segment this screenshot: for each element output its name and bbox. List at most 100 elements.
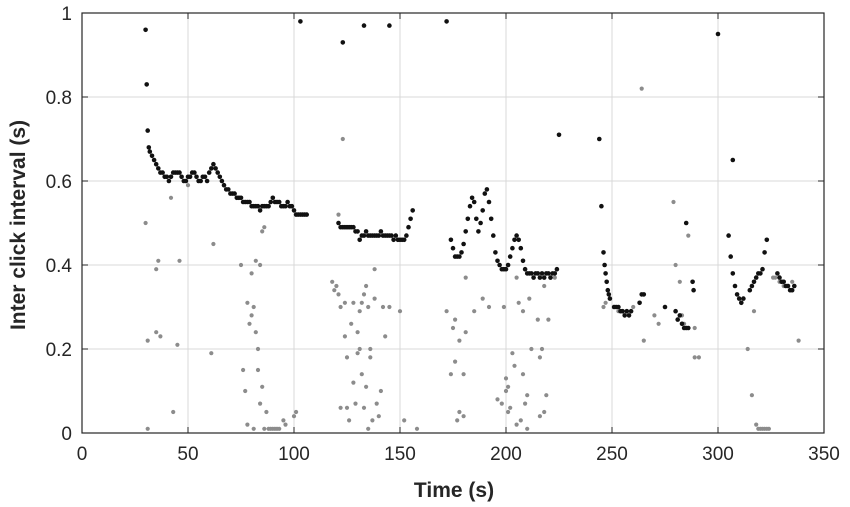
data-point (546, 271, 551, 276)
data-point (291, 208, 297, 213)
data-point (773, 275, 778, 280)
plot-frame (81, 12, 825, 434)
data-point (249, 271, 254, 276)
data-point (463, 229, 469, 234)
data-point (537, 414, 543, 419)
data-point (262, 426, 267, 431)
data-point (376, 233, 382, 238)
data-point (552, 271, 558, 276)
data-point (728, 254, 733, 259)
data-point (474, 216, 479, 222)
data-point (414, 426, 420, 431)
data-point (355, 351, 360, 356)
y-tick-label: 0 (61, 424, 72, 445)
data-points (143, 19, 801, 431)
data-point (147, 149, 153, 154)
data-point (402, 418, 407, 423)
data-point (342, 334, 347, 339)
data-point (387, 23, 392, 28)
data-point (355, 330, 360, 335)
data-point (677, 279, 682, 284)
data-point (444, 309, 449, 314)
data-point (508, 405, 513, 410)
data-point (529, 271, 534, 276)
data-point (171, 409, 176, 415)
data-point (217, 174, 223, 180)
data-point (243, 388, 248, 394)
data-point (211, 161, 216, 167)
data-point (389, 233, 394, 238)
data-point (146, 145, 152, 150)
data-point (283, 422, 288, 427)
data-point (366, 304, 371, 310)
data-point (255, 203, 261, 209)
data-point (544, 393, 549, 398)
data-point (512, 363, 517, 368)
data-point (294, 409, 299, 415)
data-point (209, 166, 214, 171)
data-point (408, 216, 413, 222)
data-point (204, 178, 210, 184)
data-point (344, 355, 350, 360)
data-point (245, 300, 250, 305)
data-point (690, 279, 695, 285)
data-point (675, 317, 680, 322)
data-point (620, 308, 625, 314)
data-point (604, 279, 609, 285)
data-point (516, 300, 521, 305)
data-point (529, 346, 534, 352)
data-point (510, 351, 515, 356)
data-point (357, 237, 363, 243)
data-point (637, 300, 642, 306)
data-point (336, 220, 341, 226)
x-tick-label: 100 (278, 444, 310, 465)
y-axis-ticks: 0 0.2 0.4 0.6 0.8 1 (46, 4, 824, 445)
data-point (484, 187, 490, 192)
data-point (510, 245, 515, 251)
data-point (626, 313, 632, 318)
data-point (372, 267, 377, 272)
data-point (535, 271, 541, 276)
data-point (639, 86, 644, 91)
data-point (206, 170, 212, 175)
data-point (448, 237, 454, 243)
data-point (158, 334, 163, 339)
data-point (277, 426, 282, 431)
data-point (539, 346, 545, 352)
data-point (730, 157, 736, 163)
data-point (603, 271, 608, 276)
data-point (330, 279, 335, 284)
data-point (495, 397, 500, 402)
data-point (213, 166, 218, 171)
data-point (762, 250, 767, 255)
data-point (518, 245, 524, 251)
data-point (304, 212, 310, 217)
data-point (450, 325, 456, 331)
data-point (336, 212, 341, 217)
data-point (488, 216, 494, 222)
data-point (364, 384, 369, 389)
data-point (332, 288, 337, 293)
data-point (499, 401, 504, 406)
data-point (525, 426, 530, 431)
data-point (258, 401, 263, 406)
data-point (232, 191, 237, 196)
data-point (602, 262, 607, 268)
data-point (215, 170, 220, 175)
data-point (631, 304, 636, 310)
data-point (736, 296, 742, 301)
data-point (715, 31, 721, 37)
data-point (775, 271, 780, 276)
y-tick-label: 0.2 (46, 340, 72, 361)
data-point (751, 309, 757, 314)
data-point (202, 174, 208, 180)
data-point (641, 338, 646, 343)
data-point (527, 296, 532, 301)
data-point (340, 40, 346, 45)
data-point (741, 296, 746, 301)
data-point (603, 300, 608, 305)
data-point (503, 266, 509, 272)
data-point (683, 220, 689, 226)
data-point (342, 300, 347, 305)
